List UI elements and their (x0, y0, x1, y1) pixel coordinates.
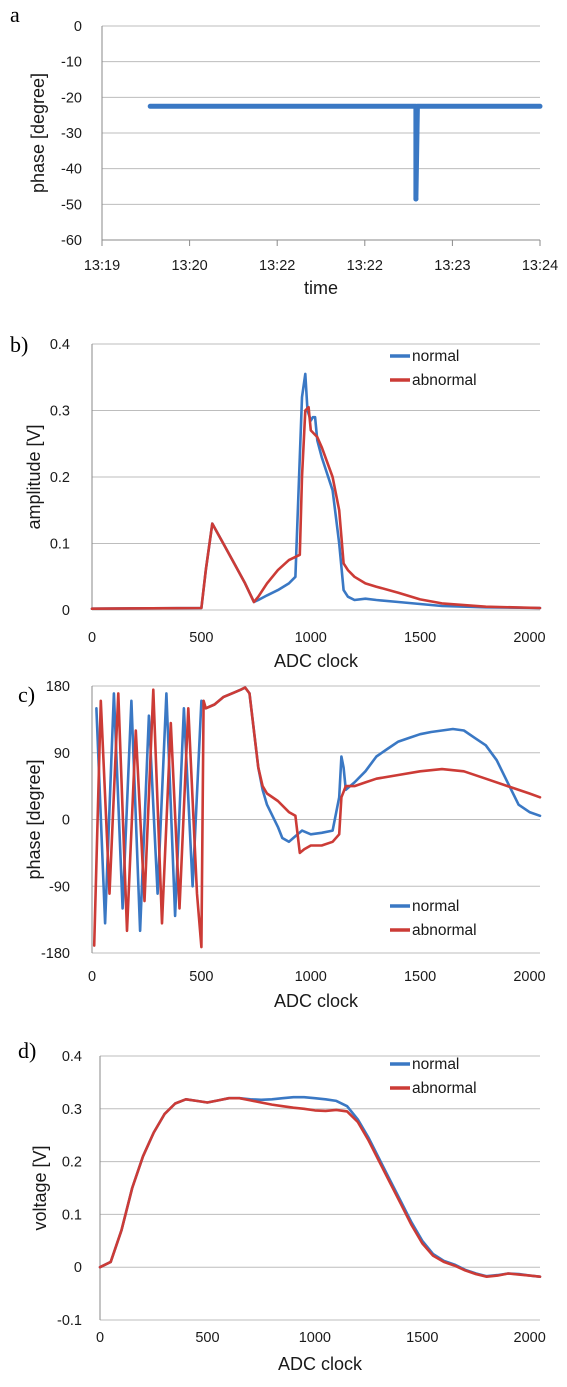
x-tick-label: 1000 (295, 969, 327, 985)
x-tick-label: 500 (189, 630, 213, 646)
x-tick-label: 13:24 (522, 258, 558, 274)
y-tick-label: -90 (49, 879, 70, 895)
x-tick-label: 1500 (406, 1330, 438, 1346)
y-tick-label: -180 (41, 946, 70, 962)
panel-c: c) 180 90 0 -90 -180 0 500 1000 1500 2000 ADC cloc… (0, 676, 567, 1020)
x-tick-label: 2000 (514, 1330, 546, 1346)
y-tick-label: 0 (74, 19, 82, 35)
panel-b: b) 0 0.1 0.2 0.3 0.4 0 500 1000 1500 2000 ADC cloc… (0, 326, 567, 676)
y-tick-label: 180 (46, 679, 70, 695)
y-tick-label: 0 (62, 813, 70, 829)
x-axis-title: ADC clock (274, 991, 359, 1011)
y-tick-label: 0.3 (62, 1102, 82, 1118)
panel-a: a 0 -10 -20 -30 -40 -50 -60 13:19 13:20 13:22 13:2… (0, 0, 567, 298)
series-line-abnormal (92, 686, 542, 949)
x-tick-label: 13:22 (259, 258, 295, 274)
y-tick-label: 0.4 (50, 337, 70, 353)
x-tick-label: 0 (88, 969, 96, 985)
chart-b: 0 0.1 0.2 0.3 0.4 0 500 1000 1500 2000 ADC clock am… (24, 337, 546, 671)
x-tick-label: 13:23 (434, 258, 470, 274)
x-tick-label: 13:22 (347, 258, 383, 274)
y-tick-label: 90 (54, 746, 70, 762)
x-axis-title: ADC clock (274, 651, 359, 671)
y-tick-label: 0.4 (62, 1049, 82, 1065)
y-tick-label: -20 (61, 90, 82, 106)
x-axis-title: ADC clock (278, 1354, 363, 1374)
series-line-normal (95, 686, 542, 933)
legend-label-abnormal: abnormal (412, 922, 477, 939)
legend-label-normal: normal (412, 1056, 459, 1073)
y-tick-label: 0 (62, 603, 70, 619)
y-tick-label: -50 (61, 197, 82, 213)
x-tick-label: 0 (96, 1330, 104, 1346)
y-axis-title: phase [degree] (28, 73, 48, 193)
legend-label-normal: normal (412, 348, 459, 365)
y-tick-label: 0 (74, 1260, 82, 1276)
y-tick-label: -40 (61, 162, 82, 178)
x-tick-label: 13:20 (171, 258, 207, 274)
y-axis-title: phase [degree] (24, 759, 44, 879)
panel-b-letter: b) (10, 332, 29, 357)
x-tick-label: 2000 (513, 630, 545, 646)
y-tick-label: 0.2 (50, 470, 70, 486)
y-tick-label: 0.1 (50, 537, 70, 553)
x-axis-title: time (304, 278, 338, 296)
y-tick-label: -10 (61, 55, 82, 71)
y-tick-label: -0.1 (57, 1313, 82, 1329)
y-axis-title: voltage [V] (30, 1145, 50, 1230)
x-tick-label: 500 (189, 969, 213, 985)
chart-d: 0.4 0.3 0.2 0.1 0 -0.1 0 500 1000 1500 2000 ADC clo… (30, 1049, 546, 1374)
legend-label-abnormal: abnormal (412, 1080, 477, 1097)
series-line-abnormal (90, 405, 542, 611)
x-tick-label: 13:19 (84, 258, 120, 274)
x-tick-label: 2000 (513, 969, 545, 985)
series-line-normal (90, 372, 542, 611)
series-line-normal (98, 1095, 542, 1278)
legend-label-normal: normal (412, 898, 459, 915)
series-line-abnormal (98, 1096, 542, 1278)
panel-d-letter: d) (18, 1038, 37, 1063)
y-tick-label: 0.2 (62, 1155, 82, 1171)
legend-label-abnormal: abnormal (412, 372, 477, 389)
x-tick-label: 1500 (404, 630, 436, 646)
y-tick-label: -30 (61, 126, 82, 142)
y-tick-label: 0.3 (50, 404, 70, 420)
x-tick-label: 1000 (295, 630, 327, 646)
y-tick-label: -60 (61, 233, 82, 249)
x-tick-label: 0 (88, 630, 96, 646)
data-point-min (413, 196, 419, 202)
series-line-phase (147, 103, 543, 202)
panel-d: d) 0.4 0.3 0.2 0.1 0 -0.1 0 500 1000 1500 2000 ADC … (0, 1036, 567, 1382)
chart-c: 180 90 0 -90 -180 0 500 1000 1500 2000 ADC clock ph… (24, 679, 546, 1011)
panel-a-letter: a (10, 2, 20, 27)
panel-c-letter: c) (18, 682, 36, 707)
y-axis-title: amplitude [V] (24, 424, 44, 529)
x-tick-label: 500 (195, 1330, 219, 1346)
x-tick-label: 1000 (299, 1330, 331, 1346)
x-tick-label: 1500 (404, 969, 436, 985)
y-tick-label: 0.1 (62, 1207, 82, 1223)
